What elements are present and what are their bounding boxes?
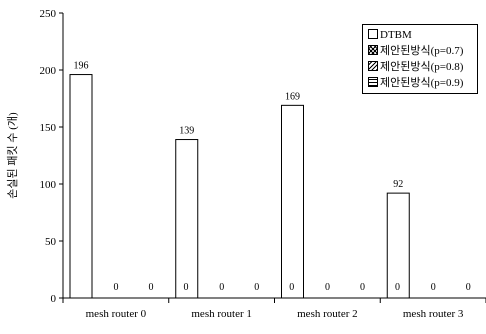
legend: DTBM 제안된방식(p=0.7) 제안된방식(p=0.8) 제안된방식(p=0…: [362, 24, 478, 94]
legend-label: 제안된방식(p=0.9): [380, 77, 464, 89]
legend-label: DTBM: [380, 29, 412, 41]
y-tick-label: 50: [45, 236, 57, 248]
x-tick-label: mesh router 2: [297, 308, 357, 320]
legend-swatch-blank: [368, 29, 378, 39]
data-label: 196: [74, 61, 89, 72]
y-tick-label: 250: [40, 8, 57, 20]
data-label: 0: [149, 282, 154, 293]
data-label: 0: [254, 282, 259, 293]
legend-swatch-diagonal: [368, 61, 378, 71]
y-axis-title: 손실된 패킷 수 (개): [6, 112, 19, 199]
y-tick-label: 150: [40, 122, 57, 134]
y-tick-label: 100: [40, 179, 57, 191]
bar: [69, 74, 93, 299]
data-label: 0: [466, 282, 471, 293]
data-label: 0: [219, 282, 224, 293]
x-tick-label: mesh router 1: [191, 308, 251, 320]
data-label: 0: [289, 282, 294, 293]
data-label: 0: [184, 282, 189, 293]
axes-layer: [59, 12, 486, 303]
bar: [386, 192, 410, 299]
legend-label: 제안된방식(p=0.8): [380, 61, 464, 73]
y-tick-label: 0: [51, 293, 57, 305]
data-label: 0: [360, 282, 365, 293]
data-label: 0: [431, 282, 436, 293]
legend-item-p09: 제안된방식(p=0.9): [368, 76, 463, 90]
x-tick-label: mesh router 3: [403, 308, 464, 320]
legend-swatch-crosshatch: [368, 45, 378, 55]
y-tick-label: 200: [40, 65, 57, 77]
data-label: 139: [179, 126, 194, 137]
bars-layer: [69, 74, 410, 299]
legend-item-p07: 제안된방식(p=0.7): [368, 44, 463, 58]
data-label: 169: [285, 91, 300, 102]
data-label: 92: [393, 179, 403, 190]
bar: [281, 104, 304, 299]
bar: [175, 139, 199, 299]
legend-item-p08: 제안된방식(p=0.8): [368, 60, 463, 74]
data-label: 0: [325, 282, 330, 293]
legend-label: 제안된방식(p=0.7): [380, 45, 464, 57]
labels-layer: 0 50 100 150 200 250 손실된 패킷 수 (개) mesh router 0…: [6, 8, 471, 320]
data-label: 0: [395, 282, 400, 293]
data-label: 0: [114, 282, 119, 293]
x-tick-label: mesh router 0: [86, 308, 147, 320]
legend-item-dtbm: DTBM: [368, 28, 412, 42]
legend-swatch-horizontal: [368, 77, 378, 87]
